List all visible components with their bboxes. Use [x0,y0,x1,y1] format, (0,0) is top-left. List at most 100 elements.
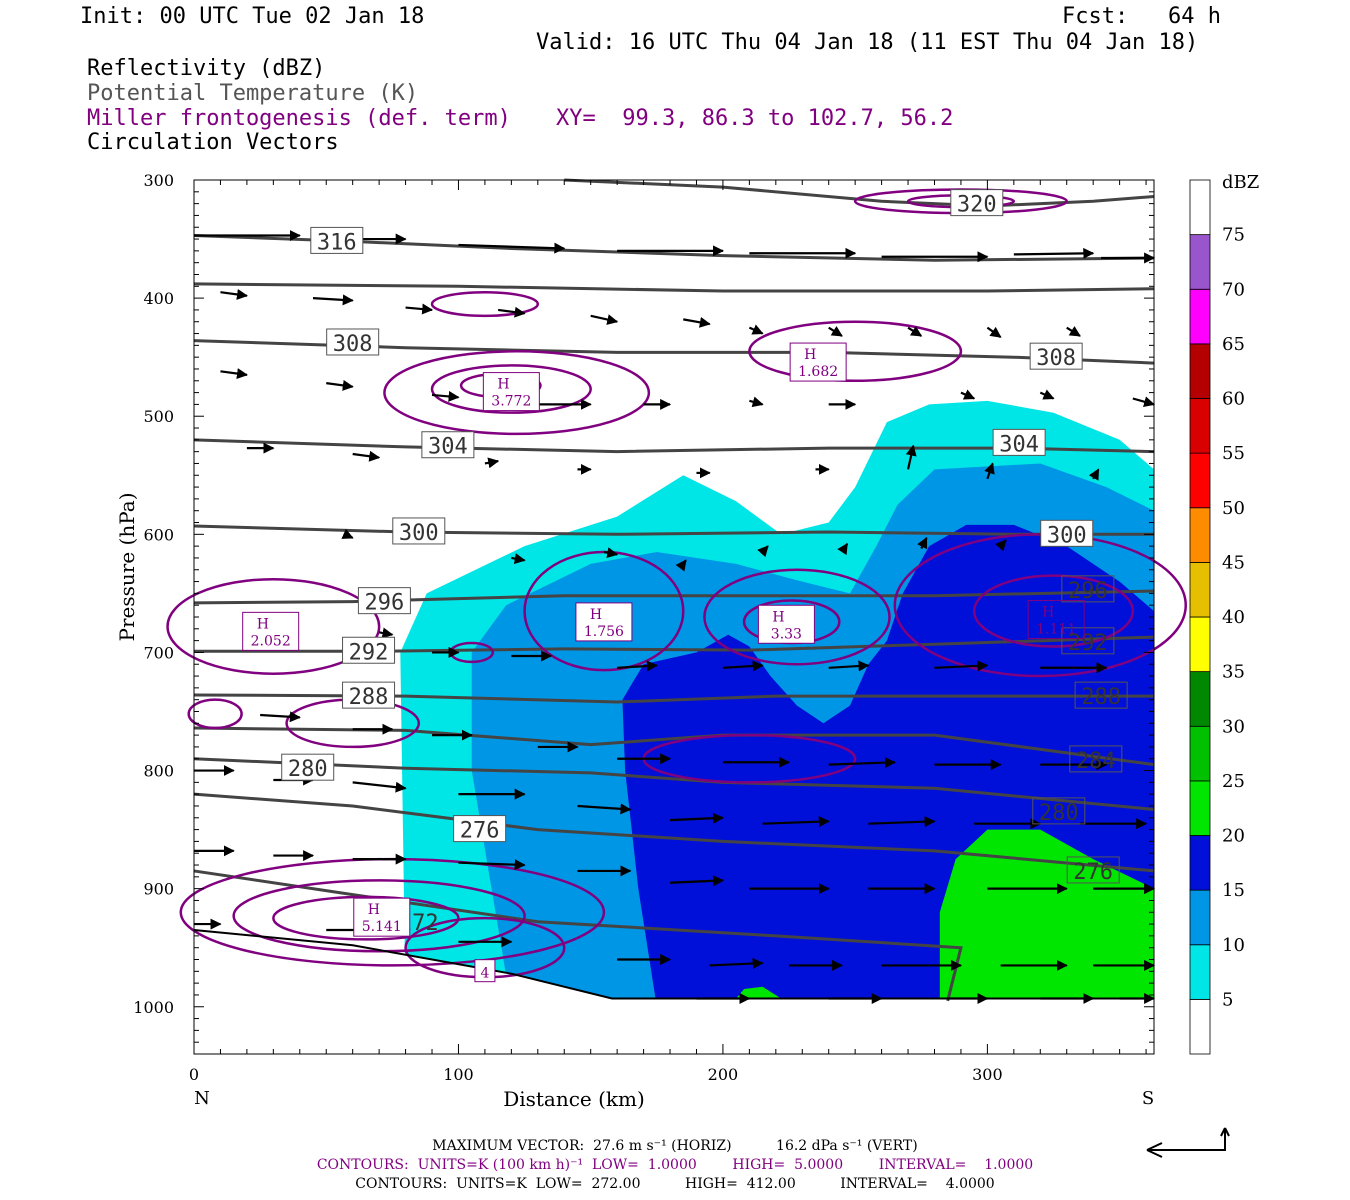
vector-arrow-13 [683,316,711,328]
fronto-contour-5141-inner [272,895,460,941]
theta-label-280-0: 280 [288,757,328,782]
theta-label-box-304-0 [421,431,475,459]
colorbar-swatch-13 [1189,288,1211,345]
x-axis-label: Distance (km) [503,1087,645,1111]
colorbar-swatch-5 [1189,725,1211,782]
colorbar-swatch-7 [1189,616,1211,673]
fronto-contour-3772-outer [383,350,651,436]
vector-arrow-45 [995,539,1007,552]
theta-label-292-1: 292 [1068,631,1108,656]
fronto-max-h-3: H [590,607,602,623]
colorbar-level-15: 15 [1222,880,1245,901]
vector-arrow-47 [378,627,394,639]
fronto-max-value-2: 2.052 [251,633,291,649]
theta-label-292-0: 292 [349,640,389,665]
vector-arrow-9 [312,294,354,306]
vector-arrow-2 [458,242,566,254]
y-tick-label-800: 800 [143,762,174,781]
vector-arrow-44 [917,536,928,550]
colorbar-level-45: 45 [1222,552,1245,573]
x-end-label-left: N [194,1088,210,1109]
theta-label-box-276-0 [453,815,507,843]
theta-line-320 [564,178,1155,208]
theta-label-box-308-0 [326,328,380,356]
theta-label-284-0: 284 [1076,749,1116,774]
colorbar-level-70: 70 [1222,279,1245,300]
vector-arrow-38 [341,528,354,539]
colorbar-title: dBZ [1222,172,1259,193]
theta-label-288-1: 288 [1081,685,1121,710]
fronto-max-h-2: H [257,616,269,632]
vector-arrow-51 [722,660,764,672]
vector-arrow-41 [675,559,687,572]
y-tick-label-500: 500 [143,407,174,426]
fronto-max-box-2 [242,611,300,651]
theta-label-box-276-1 [1066,856,1120,884]
fronto-max-value-4: 3.33 [771,626,802,642]
fronto-max-h-1: H [804,347,816,363]
colorbar-swatch-9 [1189,507,1211,563]
theta-label-300-0: 300 [399,521,439,546]
fronto-contour-5141-mid [232,879,526,953]
colorbar-swatch-10 [1189,452,1211,509]
x-end-label-right: S [1142,1088,1154,1109]
fronto-max-value-5: 1.111 [1036,622,1076,638]
vector-arrow-8 [220,288,248,300]
x-tick-label-0: 0 [189,1065,199,1084]
theta-contour-info: CONTOURS: UNITS=K LOW= 272.00 HIGH= 412.… [355,1176,995,1192]
theta-label-304-0: 304 [428,435,468,460]
contour-labels: 276 276 280 280 284 288 288 292 292 296 296 300 300 3… [242,189,1128,983]
fronto-max-box-1 [789,342,847,382]
vector-arrow-16 [907,325,923,337]
y-axis-label: Pressure (hPa) [115,493,139,642]
colorbar-swatch-15 [1189,179,1211,236]
fronto-max-box-6 [353,897,411,937]
valid-time: Valid: 16 UTC Thu 04 Jan 18 (11 EST Thu … [536,30,1199,55]
vector-arrow-39 [511,553,526,564]
fronto-contour-3772-mid [430,364,592,414]
vector-arrow-21 [431,390,460,402]
y-tick-label-900: 900 [143,880,174,899]
colorbar-swatch-0 [1189,998,1211,1055]
theta-label-box-300-1 [1040,519,1094,547]
theta-label-280-1: 280 [1039,801,1079,826]
theta-label-box-280-1 [1032,797,1086,825]
colorbar-level-20: 20 [1222,826,1245,847]
vector-arrow-20 [326,379,354,391]
theta-line-280 [193,757,1155,811]
x-tick-label-200: 200 [708,1065,739,1084]
fronto-max-box-0 [482,372,540,412]
vector-arrow-35 [905,444,917,470]
fronto-contour-3330-outer [703,568,891,666]
theta-line-296 [193,589,1155,605]
fronto-contour-1111-inner [972,574,1135,648]
theta-line-312 [193,282,1155,293]
colorbar-swatch-11 [1189,398,1211,454]
fronto-max-value-0: 3.772 [491,394,531,410]
colorbar-level-5: 5 [1222,989,1233,1010]
vector-arrow-71 [868,816,936,828]
frontogenesis-contour-info: CONTOURS: UNITS=K (100 km h)⁻¹ LOW= 1.00… [316,1157,1034,1173]
vector-arrow-27 [1039,389,1055,400]
vector-arrow-6 [1013,247,1095,259]
fronto-contour-left-small [187,698,243,730]
theta-label-box-280-0 [281,753,335,781]
colorbar-level-35: 35 [1222,662,1245,683]
vector-arrow-43 [837,542,849,556]
fronto-max-h-6: H [368,902,380,918]
theta-label-box-304-1 [992,428,1046,456]
theta-label-296-1: 296 [1068,579,1108,604]
vector-arrow-15 [828,325,843,337]
x-tick-label-100: 100 [443,1065,474,1084]
vector-arrow-36 [984,462,995,480]
theta-label-320-0: 320 [957,193,997,218]
fronto-label-4: 4 [480,966,489,982]
vector-arrow-18 [1066,325,1081,337]
theta-label-box-284-0 [1069,745,1123,773]
colorbar-level-30: 30 [1222,716,1245,737]
vector-arrow-88 [709,958,764,969]
theta-label-box-320-0 [950,189,1004,217]
y-tick-label-600: 600 [143,525,174,544]
theta-label-276-0: 276 [460,819,500,844]
